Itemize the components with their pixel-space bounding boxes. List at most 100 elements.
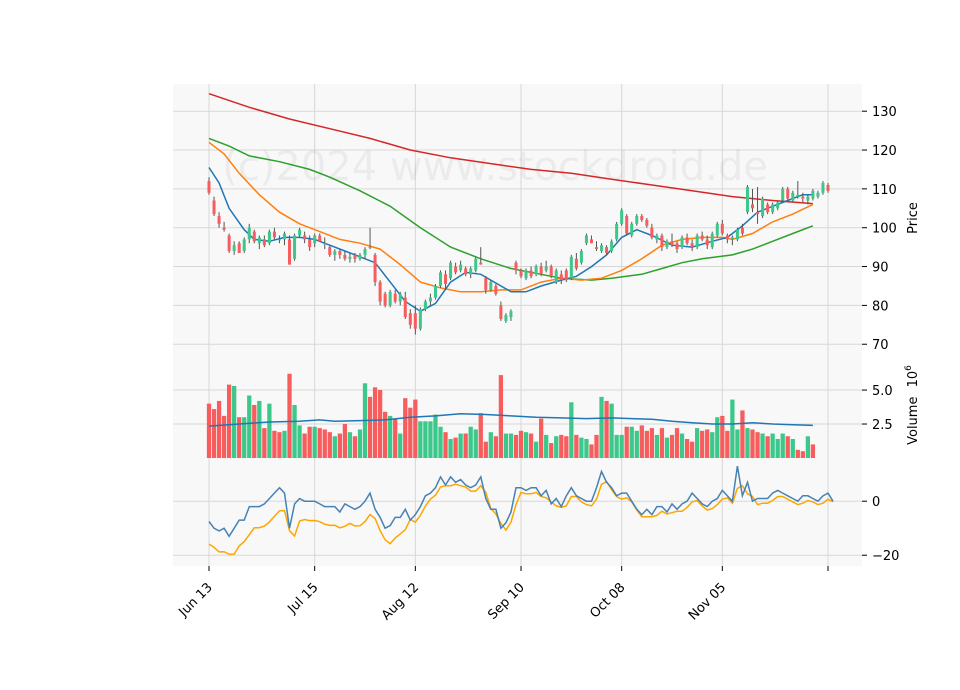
candle-down [499,305,503,319]
x-tick-label: Jun 13 [176,580,216,620]
volume-bar [609,403,614,458]
candlesticks [207,177,830,335]
volume-axis-unit: 10 [906,371,921,388]
volume-bar [513,434,519,458]
volume-bar [679,433,685,458]
volume-bar [332,436,337,458]
candle-up [313,235,317,244]
volume-bar [493,436,498,458]
y-tick-label: 110 [872,183,897,198]
volume-bar [398,433,403,458]
volume-bar [810,444,816,458]
y-tick-label: 100 [872,222,897,237]
volume-bar [604,400,609,458]
candle-down [645,219,649,226]
volume-bar [458,433,463,458]
volume-bar [453,437,458,458]
volume-bar [790,438,795,458]
candle-down [252,231,256,242]
moving-average-line [208,141,814,293]
candle-down [484,278,488,290]
volume-bar [579,437,584,458]
candle-up [388,291,392,306]
volume-bars [206,373,816,458]
candle-down [625,216,629,234]
volume-bar [372,387,378,458]
y-tick-label: 130 [872,105,897,120]
candle-up [267,231,271,244]
volume-bar [644,430,649,458]
candle-up [710,233,714,248]
x-tick-label: Nov 05 [686,580,729,623]
oscillator-axis: −20 0 [862,495,899,564]
volume-bar [735,429,740,458]
price-axis-label: Price [906,202,921,234]
volume-bar [393,418,398,458]
candle-down [670,241,674,246]
volume-bar [423,421,428,458]
volume-bar [242,417,247,458]
volume-bar [433,414,438,458]
candle-up [665,241,669,248]
candle-down [403,297,407,318]
candle-down [826,184,830,191]
candle-down [303,235,307,240]
candle-up [242,239,246,252]
candle-up [428,297,432,302]
volume-bar [312,426,317,458]
candle-up [630,223,634,236]
volume-bar [634,430,639,458]
candle-down [272,231,276,238]
candle-down [413,313,417,329]
volume-bar [388,415,393,458]
volume-bar [554,436,559,458]
candle-down [217,216,221,224]
volume-bar [232,385,237,458]
volume-bar [624,426,629,458]
candle-down [594,247,599,250]
volume-bar [428,421,433,458]
volume-axis-label: Volume 106 [904,365,921,445]
volume-bar [377,390,383,458]
volume-bar [272,430,277,458]
oscillator-signal-line [208,480,834,556]
volume-bar [463,433,468,458]
candle-up [398,293,402,302]
x-tick-label: Oct 08 [587,580,628,621]
candle-down [373,254,377,283]
candle-down [685,237,689,244]
oscillator-main-line [208,465,834,538]
volume-bar [760,433,765,458]
price-panel: (c)2024 www.stockdroid.de 70 80 90 100 110 12… [173,84,921,353]
candle-down [740,227,744,234]
candle-down [725,235,729,240]
volume-bar [720,415,725,458]
oscillator-lines [208,465,834,556]
candle-down [514,262,518,271]
candle-down [751,204,755,209]
candle-up [635,216,639,224]
candle-down [308,239,312,248]
candle-up [761,198,765,217]
volume-bar [413,399,418,458]
candle-up [735,229,739,240]
volume-bar [669,434,675,458]
volume-axis-label-text: Volume [906,397,921,445]
volume-bar [322,429,327,458]
volume-bar [317,428,322,458]
volume-bar [710,432,715,458]
candle-down [393,293,397,302]
volume-bar [564,436,569,458]
candle-down [222,227,226,230]
volume-bar [257,400,262,458]
date-axis: Jun 13 Jul 15 Aug 12 Sep 10 Oct 08 Nov 05 [176,566,829,623]
volume-bar [589,444,594,458]
candle-down [549,266,553,277]
candle-up [771,204,775,213]
volume-bar [684,438,690,458]
candle-up [293,235,297,259]
candle-down [444,274,448,285]
y-tick-label: −20 [872,549,899,564]
volume-bar [725,430,730,458]
volume-bar [297,425,302,458]
